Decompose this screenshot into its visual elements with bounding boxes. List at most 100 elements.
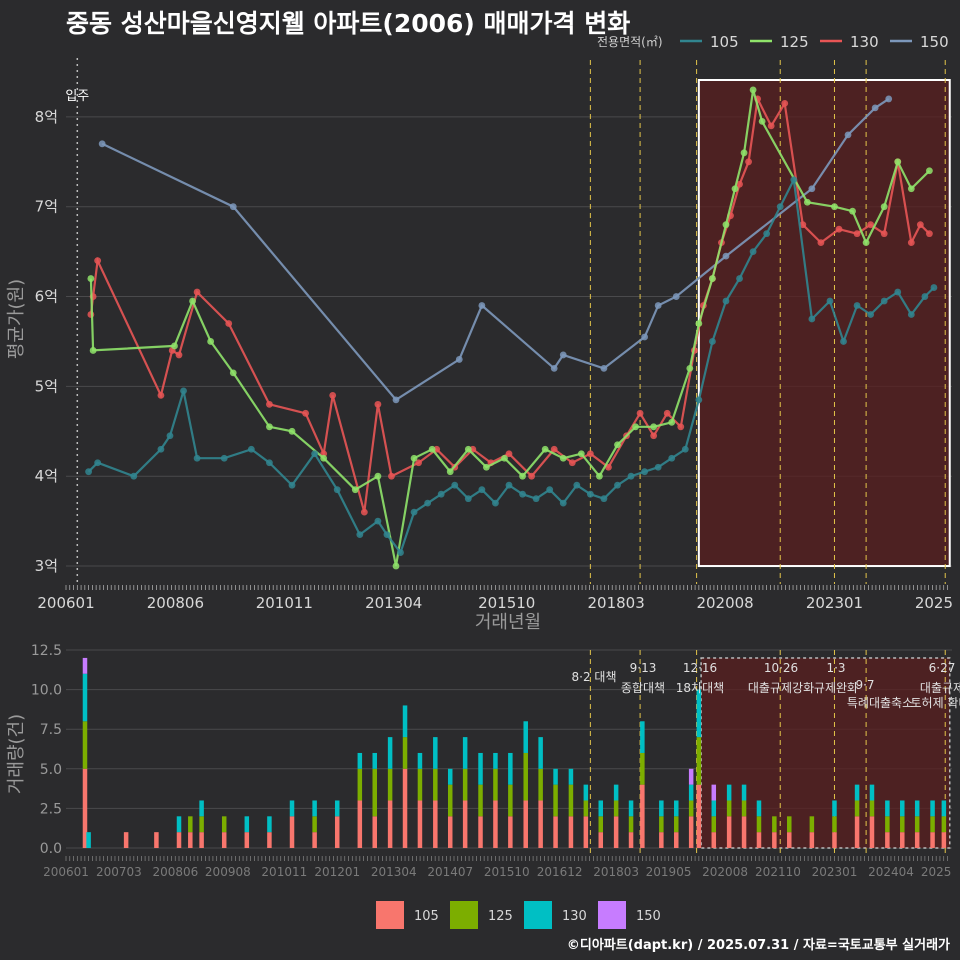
volume-bar-130 xyxy=(493,752,498,769)
data-point-105 xyxy=(85,468,93,476)
vol-highlight-box xyxy=(700,657,951,849)
volume-bar-130 xyxy=(312,800,317,817)
data-point-105 xyxy=(356,531,364,538)
data-point-105 xyxy=(193,454,201,462)
data-point-130 xyxy=(835,225,843,233)
volume-bar-125 xyxy=(674,816,679,833)
data-point-125 xyxy=(541,445,549,453)
data-point-105 xyxy=(424,499,432,507)
data-point-125 xyxy=(695,320,703,327)
event-label: 특례대출축소 xyxy=(847,696,913,710)
volume-bar-125 xyxy=(568,784,574,817)
vol-y-tick-label: 5.0 xyxy=(40,762,62,778)
data-point-125 xyxy=(577,450,585,458)
legend-title: 전용면적(㎡) xyxy=(597,35,663,49)
volume-bar-125 xyxy=(478,784,483,817)
data-point-130 xyxy=(175,351,183,359)
y-axis-title: 평균가(원) xyxy=(6,279,27,359)
data-point-130 xyxy=(853,230,861,238)
data-point-105 xyxy=(94,459,102,467)
volume-bar-125 xyxy=(372,768,377,817)
data-point-105 xyxy=(853,302,861,309)
data-point-130 xyxy=(505,450,513,458)
data-point-125 xyxy=(849,207,856,215)
data-point-130 xyxy=(193,288,201,296)
volume-bar-130 xyxy=(741,784,747,801)
volume-bar-130 xyxy=(82,673,88,722)
y-tick-label: 3억 xyxy=(35,557,58,575)
data-point-130 xyxy=(925,230,933,238)
volume-bar-150 xyxy=(711,784,717,801)
y-tick-label: 4억 xyxy=(35,467,58,485)
data-point-130 xyxy=(867,221,875,229)
volume-bar-125 xyxy=(433,768,438,801)
data-point-105 xyxy=(478,486,486,494)
volume-bar-105 xyxy=(553,816,558,848)
volume-bar-130 xyxy=(334,800,340,817)
vol-x-tick-label: 200908 xyxy=(205,865,251,879)
volume-bar-105 xyxy=(478,816,483,848)
data-point-125 xyxy=(428,445,436,453)
vol-x-tick-label: 201407 xyxy=(427,865,473,879)
data-point-125 xyxy=(749,86,757,94)
volume-bar-105 xyxy=(726,816,732,848)
volume-bar-125 xyxy=(854,800,860,817)
data-point-105 xyxy=(722,297,730,305)
data-point-150 xyxy=(392,396,400,404)
data-point-125 xyxy=(89,347,97,354)
volume-bar-130 xyxy=(941,800,947,817)
data-point-105 xyxy=(840,338,847,345)
data-point-105 xyxy=(627,472,635,480)
data-point-125 xyxy=(189,297,196,305)
volume-bar-130 xyxy=(711,800,717,817)
volume-bar-125 xyxy=(357,768,363,801)
volume-bar-105 xyxy=(659,832,664,848)
data-point-150 xyxy=(550,365,558,372)
data-point-125 xyxy=(614,441,621,449)
data-point-105 xyxy=(180,387,187,395)
data-point-105 xyxy=(921,293,929,300)
volume-bar-125 xyxy=(930,816,935,833)
data-point-125 xyxy=(229,369,237,377)
data-point-105 xyxy=(247,445,255,453)
volume-bar-130 xyxy=(433,737,438,769)
data-point-105 xyxy=(930,284,938,291)
data-point-105 xyxy=(451,481,459,489)
volume-bar-105 xyxy=(508,816,513,848)
volume-bar-105 xyxy=(613,816,619,848)
data-point-125 xyxy=(632,423,639,431)
legend-label-130: 130 xyxy=(850,33,879,51)
data-point-125 xyxy=(87,275,95,282)
data-point-130 xyxy=(767,122,775,130)
vol-y-tick-label: 2.5 xyxy=(40,801,62,817)
legend-label-105: 105 xyxy=(710,33,739,51)
volume-bar-125 xyxy=(402,737,408,769)
data-point-150 xyxy=(722,252,730,260)
volume-bar-130 xyxy=(267,816,272,833)
data-point-105 xyxy=(437,490,445,498)
data-point-130 xyxy=(374,400,382,408)
volume-bar-105 xyxy=(493,800,498,848)
volume-bar-130 xyxy=(372,752,377,769)
volume-bar-125 xyxy=(447,784,453,817)
volume-bar-125 xyxy=(598,816,604,833)
volume-bar-125 xyxy=(711,816,717,833)
volume-bar-125 xyxy=(523,752,528,801)
volume-bar-130 xyxy=(914,800,920,817)
data-point-130 xyxy=(302,409,309,417)
volume-bar-105 xyxy=(885,832,890,848)
volume-bar-130 xyxy=(726,784,732,801)
data-point-105 xyxy=(288,481,296,489)
y-tick-label: 6억 xyxy=(35,288,58,306)
volume-bar-130 xyxy=(568,768,574,785)
x-tick-label: 201011 xyxy=(256,594,313,612)
volume-bar-125 xyxy=(82,721,88,769)
volume-bar-130 xyxy=(538,737,543,769)
data-point-105 xyxy=(695,396,703,404)
vol-legend-label-105: 105 xyxy=(414,909,439,924)
vol-x-tick-label: 201011 xyxy=(261,865,307,879)
x-tick-label: 200806 xyxy=(147,594,204,612)
data-point-130 xyxy=(799,221,807,229)
volume-bar-130 xyxy=(900,800,905,817)
data-point-125 xyxy=(722,221,730,229)
